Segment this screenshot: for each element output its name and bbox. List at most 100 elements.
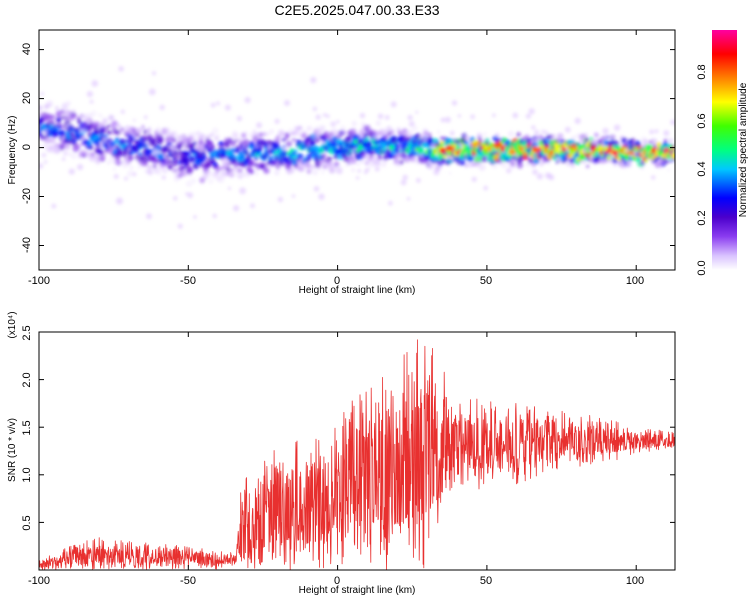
spectrogram-cell <box>667 168 671 172</box>
spectrogram-cell <box>516 132 521 138</box>
spectrogram-cell <box>442 154 448 159</box>
spectrogram-cell <box>216 101 220 106</box>
spectrogram-cell <box>451 100 458 106</box>
spectrogram-cell <box>415 110 419 114</box>
spectrogram-cell <box>448 171 452 175</box>
spectrogram-cell <box>171 130 178 137</box>
spectrogram-cell <box>100 157 105 162</box>
y-tick-label: 1.0 <box>21 467 33 482</box>
spectrogram-cell <box>525 113 532 119</box>
spectrogram-cell <box>470 114 475 120</box>
spectrogram-cell <box>351 120 358 127</box>
spectrogram-cell <box>351 129 358 136</box>
spectrogram-cell <box>468 161 474 168</box>
spectrogram-cell <box>491 163 498 170</box>
snr-y-axis-label: SNR (10 * v/v) <box>7 418 18 482</box>
spectrogram-cell <box>106 124 111 129</box>
spectrogram-cell <box>400 179 407 186</box>
spectrogram-cell <box>377 113 384 120</box>
spectrogram-cell <box>243 139 250 146</box>
spectrogram-cell <box>155 127 161 132</box>
spectrogram-cell <box>639 165 645 171</box>
y-tick-label: 1.5 <box>21 420 33 435</box>
spectrogram-cell <box>143 115 148 119</box>
spectrogram-cell <box>108 140 116 148</box>
spectrogram-cell <box>226 144 230 148</box>
spectrogram-cell <box>379 149 384 154</box>
spectrogram-cell <box>237 167 243 174</box>
spectrogram-cell <box>132 118 137 122</box>
spectrogram-cell <box>173 150 178 155</box>
spectrogram-cell <box>90 151 96 157</box>
spectrogram-cell <box>157 153 165 161</box>
spectrogram-cell <box>502 137 507 142</box>
spectrogram-cell <box>654 129 659 134</box>
spectrogram-cell <box>545 134 552 141</box>
spectrogram-cell <box>147 169 154 176</box>
spectrogram-cell <box>207 178 214 185</box>
spectrogram-cell <box>305 163 312 169</box>
spectrogram-cell <box>373 134 379 140</box>
spectrogram-cell <box>297 139 303 145</box>
spectrogram-cell <box>61 157 66 161</box>
spectrogram-cell <box>512 112 519 119</box>
spectrogram-panel: -100 -50 0 50 100 Height of straight lin… <box>7 29 676 296</box>
spectrogram-cell <box>570 135 577 141</box>
spectrogram-cell <box>193 137 198 142</box>
spectrogram-cell <box>506 168 512 174</box>
spectrogram-cell <box>246 173 251 177</box>
colorbar-tick-label: 0.8 <box>696 64 708 79</box>
spectrogram-cell <box>604 134 610 140</box>
spectrogram-cell <box>193 215 197 219</box>
spectrogram-cell <box>285 140 293 148</box>
spectrogram-cell <box>265 132 270 137</box>
spectrogram-cell <box>614 141 620 147</box>
spectrogram-cell <box>457 114 462 118</box>
spectrogram-cell <box>171 137 177 143</box>
spectrogram-cell <box>106 129 112 136</box>
spectrogram-cell <box>634 140 642 147</box>
spectrogram-cell <box>70 153 77 160</box>
spectrogram-cell <box>188 167 194 173</box>
spectrogram-cell <box>228 172 235 178</box>
spectrogram-cell <box>345 142 350 147</box>
spectrogram-cell <box>510 150 515 155</box>
spectrogram-cell <box>574 117 581 124</box>
spectrogram-cell <box>120 109 125 114</box>
spectrogram-cell <box>345 163 349 168</box>
spectrogram-cell <box>466 155 474 163</box>
spectrogram-cell <box>139 127 143 132</box>
spectrogram-cell <box>489 142 494 146</box>
spectrogram-cell <box>244 97 251 104</box>
spectrogram-cell <box>178 140 185 147</box>
spectrogram-cell <box>460 160 466 166</box>
y-tick-label: 2.5 <box>21 325 33 340</box>
spectrogram-cell <box>190 178 197 184</box>
spectrogram-cell <box>525 162 531 167</box>
spectrogram-cell <box>146 213 152 220</box>
spectrogram-cell <box>42 113 46 117</box>
spectrogram-cell <box>352 159 357 164</box>
spectrogram-cell <box>253 155 259 161</box>
spectrogram-y-tick-labels: -40 -20 0 20 40 <box>21 43 33 253</box>
spectrogram-cell <box>227 186 232 190</box>
spectrogram-cell <box>198 162 203 167</box>
spectrogram-cell <box>112 167 117 172</box>
spectrogram-cell <box>381 163 387 168</box>
spectrogram-cell <box>494 132 500 138</box>
spectrogram-cell <box>551 133 557 139</box>
spectrogram-cell <box>411 125 418 132</box>
spectrogram-cell <box>402 174 408 181</box>
spectrogram-cell <box>196 130 201 135</box>
spectrogram-cell <box>507 130 515 138</box>
spectrogram-cell <box>268 129 274 135</box>
spectrogram-cell <box>283 150 288 156</box>
spectrogram-cell <box>471 176 477 182</box>
spectrogram-cell <box>477 136 482 141</box>
spectrogram-cell <box>298 164 306 172</box>
spectrogram-cell <box>43 144 47 149</box>
spectrogram-cell <box>211 127 219 135</box>
spectrogram-cell <box>512 159 518 166</box>
spectrogram-cell <box>50 120 55 125</box>
spectrogram-cell <box>580 137 586 143</box>
